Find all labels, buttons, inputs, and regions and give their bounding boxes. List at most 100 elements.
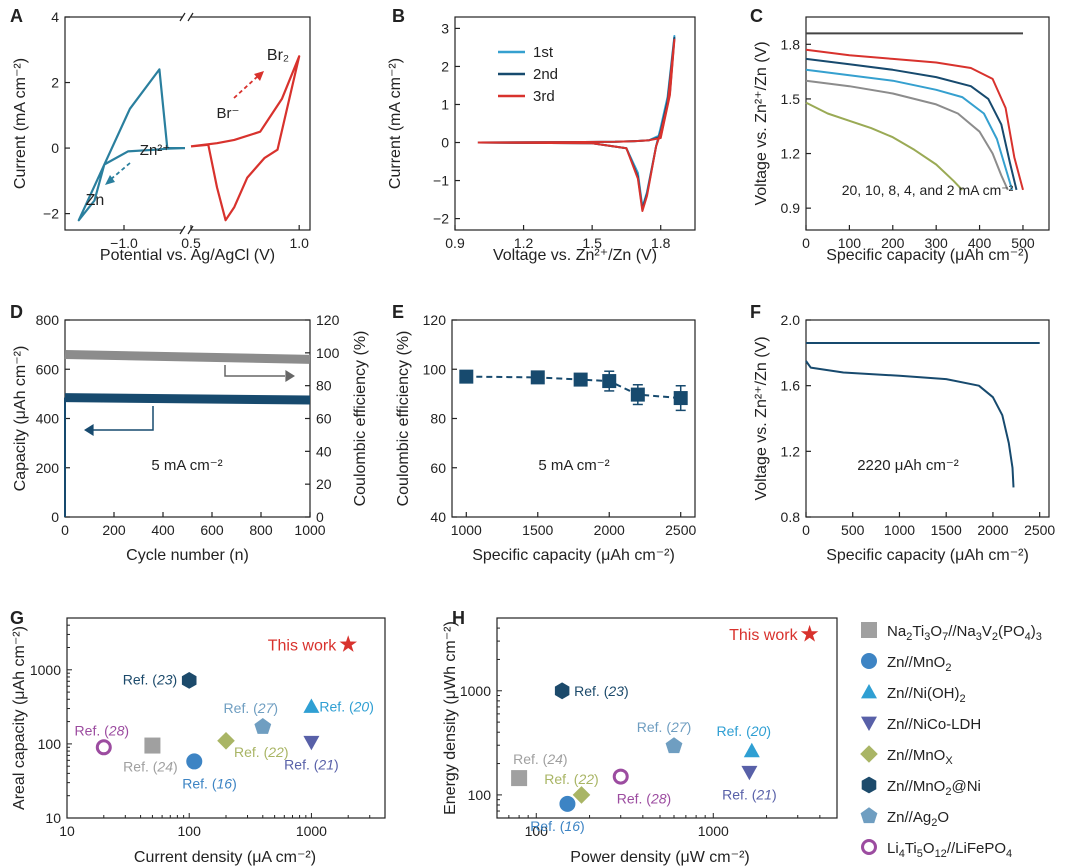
point-label: Ref. (20) [319,698,373,714]
y-tick-label: 100 [468,787,492,803]
ce-point [602,374,617,389]
y-axis-label-right: Coulombic efficiency (%) [352,331,369,507]
x-tick-label: 1000 [698,823,729,839]
y-axis-label: Current (mA cm⁻²) [387,58,404,189]
legend-label-part: Zn//MnO [887,747,945,764]
point-label-prefix: Ref. ( [123,671,158,687]
legend-label-part: 2 [945,662,951,674]
plot-frame [805,16,1050,231]
legend-label-part: Zn//Ni(OH) [887,685,960,702]
legend-marker [861,839,877,855]
point-label-prefix: Ref. ( [234,744,269,760]
y-tick-label: 3 [441,20,449,36]
x-tick-label: 0 [802,235,810,251]
point-label-suffix: ) [273,700,278,716]
point-label: Ref. (16) [182,775,236,791]
point-label: Ref. (27) [637,719,691,735]
legend-label-part: Zn//MnO [887,778,945,795]
point-label: Ref. (16) [530,818,584,834]
x-tick-label: 0 [802,522,810,538]
y-tick-label: 0.9 [781,200,801,216]
arrow-to-right-axis [224,365,285,377]
x-tick-label: 1500 [931,522,962,538]
y-tick-label: 400 [36,411,60,427]
x-tick-label: 400 [151,522,175,538]
legend-label-part: V [982,623,992,640]
point-label: Ref. (27) [224,700,278,716]
point-label-prefix: Ref. ( [123,759,158,775]
y-tick-label: 100 [316,345,340,361]
ragone-point [741,765,758,781]
point-label-ref: 20 [750,723,767,739]
point-label-prefix: Ref. ( [224,700,259,716]
arrow-head [254,71,264,81]
arrow-to-left-axis [92,406,154,431]
x-tick-label: 2000 [594,522,625,538]
x-tick-label: 1.8 [651,235,671,251]
y-tick-label: 1.8 [781,36,801,52]
x-tick-label: 1.0 [289,235,309,251]
legend-label-part: O [923,840,935,857]
panel-letter-g: G [10,608,24,628]
point-label-prefix: Ref. ( [574,683,609,699]
ragone-point [95,739,112,756]
point-label-prefix: This work [729,627,798,644]
y-tick-label: 0 [441,135,449,151]
legend-label-part: O [930,623,942,640]
discharge-curve [805,48,1024,191]
y-tick-label: 2.0 [781,312,801,328]
arrow-head [105,175,115,185]
x-tick-label: 1000 [294,522,325,538]
legend-label: Zn//NiCo-LDH [887,716,981,733]
x-axis-label: Power density (μW cm⁻²) [570,849,749,866]
point-label-prefix: This work [268,637,337,654]
x-tick-label: 200 [102,522,126,538]
x-tick-label: 1500 [522,522,553,538]
x-axis-label: Cycle number (n) [126,547,249,564]
y-tick-label: 80 [316,378,332,394]
ragone-point [303,698,320,713]
legend-marker [861,684,877,699]
y-tick-label: 2 [51,75,59,91]
point-label-suffix: ) [772,786,777,802]
x-axis-label: Current density (μA cm⁻²) [134,849,316,866]
x-tick-label: 2500 [665,522,696,538]
x-axis-label: Specific capacity (μAh cm⁻²) [826,547,1029,564]
point-label-prefix: Ref. ( [182,775,217,791]
ce-point [630,387,645,402]
y-tick-label: 120 [423,312,447,328]
ce-point [673,391,688,406]
x-tick-label: 200 [881,235,905,251]
ragone-point [612,768,629,785]
legend-label: Zn//Ni(OH)2 [887,685,966,705]
y-tick-label: 80 [430,411,446,427]
dashed-arrow [109,162,131,181]
annotation-zn2plus: Zn²⁺ [140,142,170,159]
x-axis-label: Potential vs. Ag/AgCl (V) [100,247,275,264]
ce-dashed-line [466,375,681,400]
x-tick-label: 100 [838,235,862,251]
point-label-ref: 24 [546,751,563,767]
y-tick-label: 10 [45,810,61,826]
ragone-point [217,732,235,750]
point-label-ref: 23 [607,683,624,699]
y-axis-label: Current (mA cm⁻²) [12,58,29,189]
point-label-prefix: Ref. ( [530,818,565,834]
x-tick-label: 600 [200,522,224,538]
ragone-point [665,737,683,754]
point-label-ref: 16 [217,775,233,791]
point-label: This work [268,637,337,654]
point-label-ref: 21 [755,786,772,802]
ragone-point [186,753,203,770]
point-label: Ref. (23) [574,683,628,699]
ragone-point [554,682,570,700]
y-tick-label: 1000 [30,662,61,678]
x-axis-label: Voltage vs. Zn²⁺/Zn (V) [493,247,657,264]
break-mark [179,12,194,22]
point-label-prefix: Ref. ( [717,723,752,739]
point-label-ref: 27 [670,719,688,735]
legend-label: Zn//Ag2O [887,809,949,829]
panel-letter-c: C [750,6,763,26]
point-label-prefix: Ref. ( [617,791,652,807]
